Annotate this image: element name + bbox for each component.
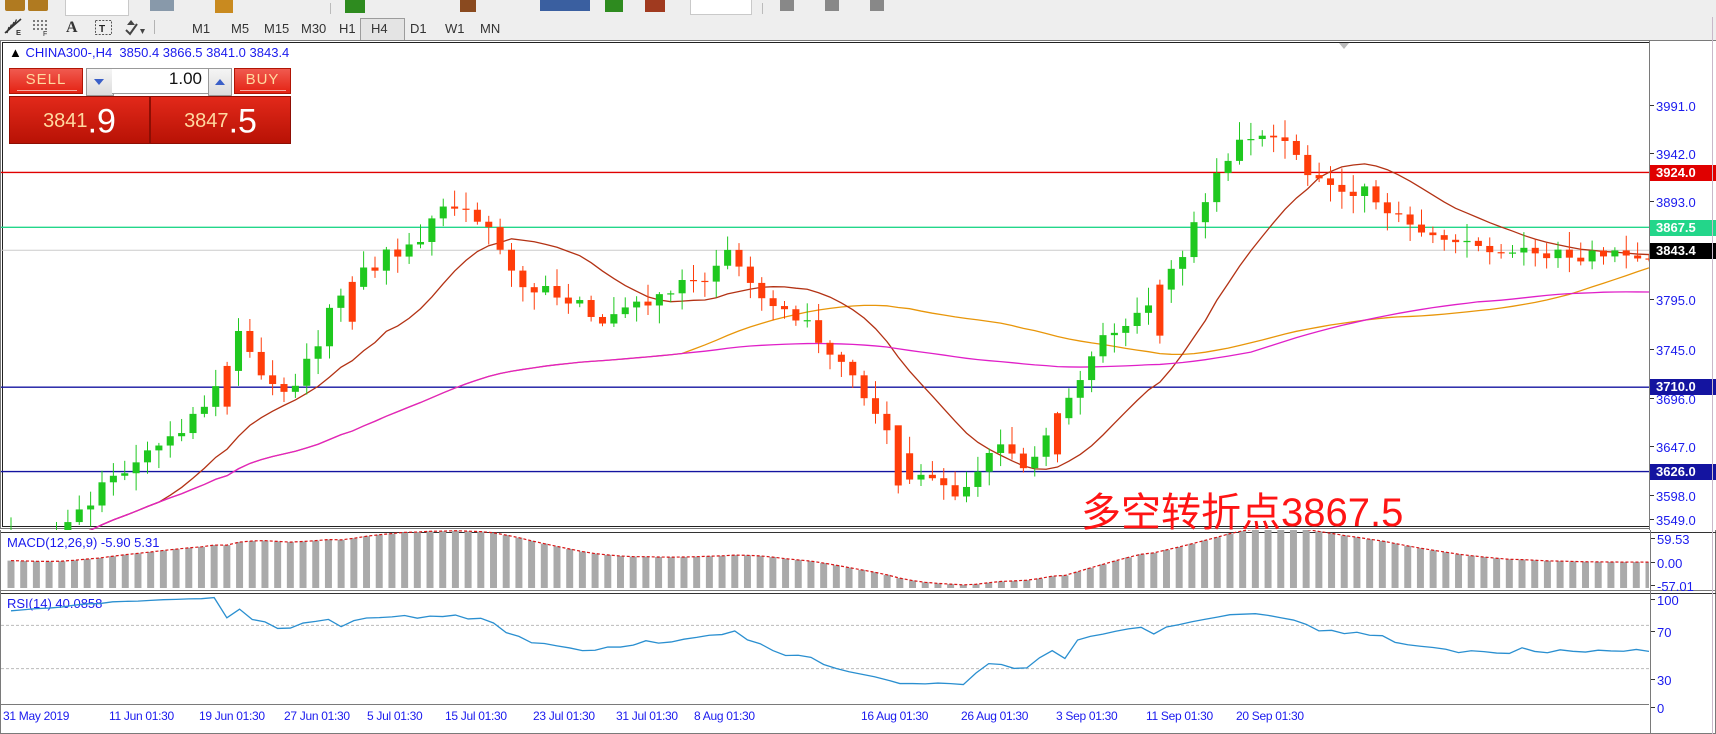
svg-text:多空转折点3867.5: 多空转折点3867.5 — [1081, 491, 1403, 530]
